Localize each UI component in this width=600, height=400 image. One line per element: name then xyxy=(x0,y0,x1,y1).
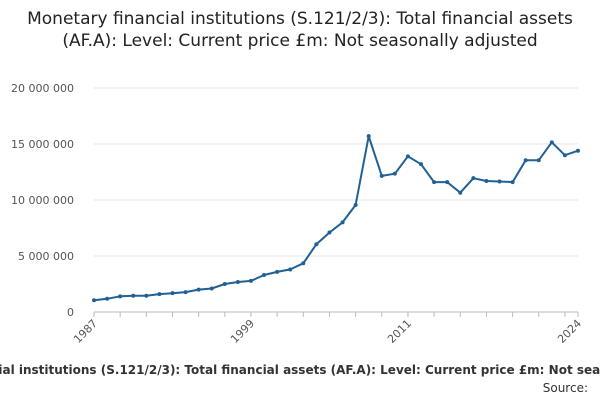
data-point xyxy=(366,134,371,139)
data-point xyxy=(549,140,554,145)
data-point xyxy=(353,203,358,208)
data-point xyxy=(170,291,175,296)
legend-series-label: Monetary financial institutions (S.121/2… xyxy=(0,363,600,377)
source-label: Source: xyxy=(542,381,588,395)
data-point xyxy=(471,176,476,181)
data-point xyxy=(105,296,110,301)
data-point xyxy=(445,180,450,185)
data-point xyxy=(510,180,515,185)
x-tick-label: 2024 xyxy=(555,317,584,346)
data-point xyxy=(523,158,528,163)
data-point xyxy=(484,178,489,183)
y-tick-label: 10 000 000 xyxy=(11,194,74,207)
y-tick-label: 15 000 000 xyxy=(11,138,74,151)
data-point xyxy=(118,294,123,299)
data-point xyxy=(497,179,502,184)
data-point xyxy=(157,292,162,297)
chart-title: Monetary financial institutions (S.121/2… xyxy=(27,9,573,51)
data-point xyxy=(432,180,437,185)
data-point xyxy=(340,220,345,225)
data-point xyxy=(562,153,567,158)
data-point xyxy=(196,287,201,292)
data-point xyxy=(576,148,580,153)
data-point xyxy=(379,173,384,178)
data-point xyxy=(314,242,319,247)
data-point xyxy=(262,273,267,278)
x-tick-label: 1987 xyxy=(71,317,100,346)
data-point xyxy=(131,293,136,298)
legend: Monetary financial institutions (S.121/2… xyxy=(0,363,600,381)
x-tick-label: 2011 xyxy=(385,317,414,346)
data-point xyxy=(405,154,410,159)
data-point xyxy=(288,267,293,272)
data-point xyxy=(92,298,96,303)
data-point xyxy=(235,279,240,284)
data-point xyxy=(183,290,188,295)
data-point xyxy=(419,162,424,167)
data-point xyxy=(248,278,253,283)
data-point xyxy=(458,190,463,195)
data-point xyxy=(327,230,332,235)
data-point xyxy=(222,282,227,286)
y-tick-label: 5 000 000 xyxy=(18,250,74,263)
data-point xyxy=(209,286,214,291)
data-point xyxy=(275,269,280,274)
y-tick-label: 0 xyxy=(67,306,74,319)
data-point xyxy=(144,293,149,298)
data-point xyxy=(536,158,541,163)
data-point xyxy=(301,261,306,266)
y-tick-label: 20 000 000 xyxy=(11,82,74,95)
x-tick-label: 1999 xyxy=(228,317,257,346)
series-line xyxy=(93,135,579,302)
data-point xyxy=(392,171,397,176)
